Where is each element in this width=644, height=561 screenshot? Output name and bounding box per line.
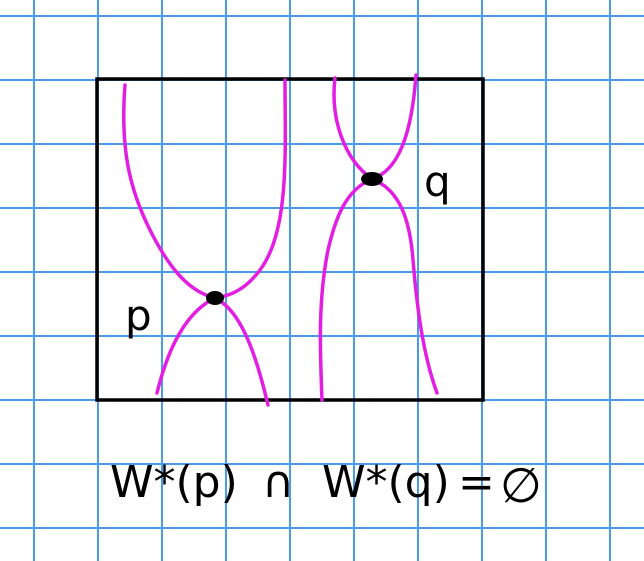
label-q: q (424, 157, 451, 206)
manifold-curve (121, 83, 270, 407)
manifold-curve (155, 78, 288, 395)
fixed-point-p (206, 291, 224, 305)
equation-intersect: ∩ (262, 457, 294, 508)
manifold-curve (332, 76, 439, 395)
equation-right: W*(q) (322, 457, 450, 508)
manifold-curve (318, 73, 418, 402)
fixed-point-q (361, 172, 383, 186)
square-domain (95, 77, 485, 402)
label-p: p (125, 291, 152, 340)
equation-empty: ∅ (500, 458, 542, 514)
equation-equals: = (458, 457, 495, 508)
equation-left: W*(p) (110, 457, 238, 508)
